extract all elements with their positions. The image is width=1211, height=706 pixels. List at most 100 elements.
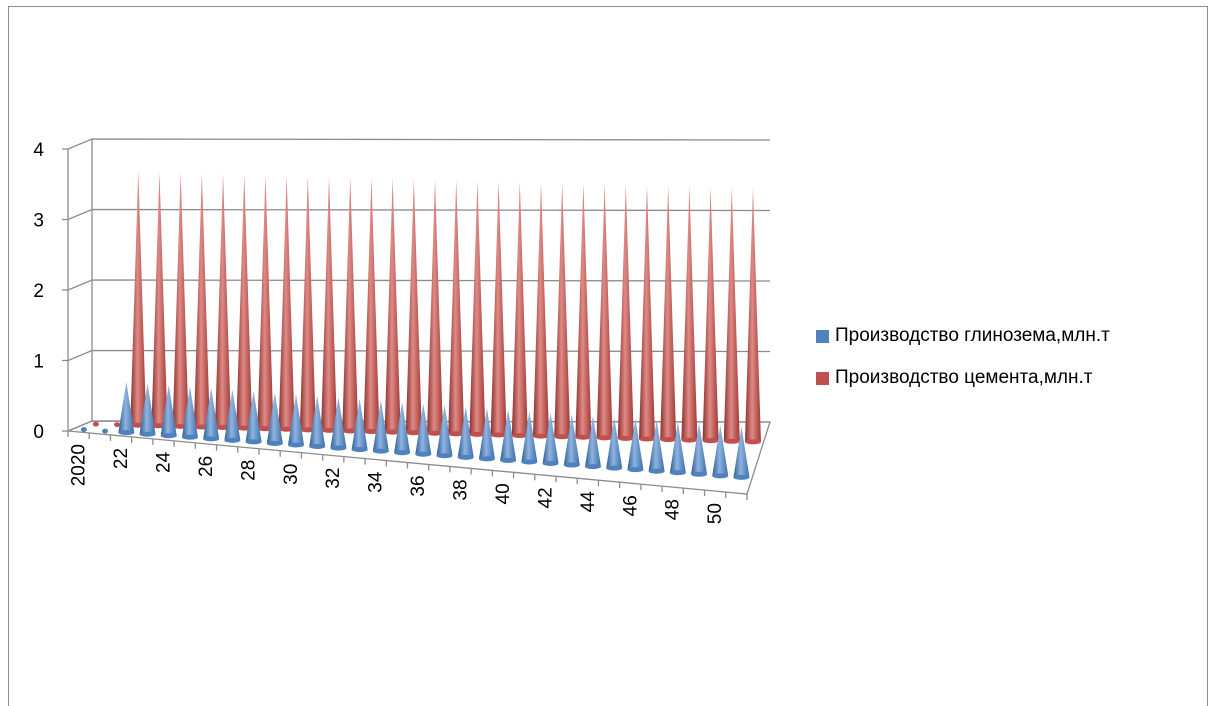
cone-base <box>596 435 613 441</box>
cone-base <box>469 431 486 437</box>
cone-alumina <box>436 405 453 459</box>
cone-alumina <box>288 394 305 448</box>
cone-body <box>215 173 232 428</box>
cone-body <box>151 172 168 426</box>
cone-body <box>203 388 220 439</box>
cone-alumina <box>181 386 198 440</box>
cone-alumina <box>330 397 347 451</box>
cone-body <box>278 175 295 430</box>
gridline <box>67 279 771 291</box>
cone-cement <box>342 177 359 434</box>
y-tick-label: 0 <box>33 422 44 443</box>
cone-alumina <box>394 401 411 456</box>
cone-cement <box>596 184 613 441</box>
cone-body <box>554 182 571 437</box>
legend-swatch-alumina <box>816 329 829 343</box>
cone-body <box>596 184 613 438</box>
cone-body <box>638 185 655 440</box>
y-axis-ticks: 0 1 2 3 4 <box>33 140 44 443</box>
cone-base <box>648 468 665 474</box>
cone-body <box>405 178 422 433</box>
cone-alumina <box>224 389 241 443</box>
cone-cement <box>723 187 740 444</box>
cone-base <box>405 430 422 436</box>
cone-body <box>457 406 474 458</box>
cone-body <box>669 422 686 473</box>
cone-alumina <box>712 425 729 479</box>
cone-base <box>102 428 109 434</box>
cone-cement <box>92 421 99 427</box>
cone-alumina <box>500 409 517 463</box>
cone-base <box>532 433 549 439</box>
cone-base <box>490 432 507 438</box>
cone-base <box>660 437 677 443</box>
cone-cement <box>702 186 719 444</box>
cone-cement <box>151 172 168 429</box>
cone-alumina <box>563 414 580 468</box>
cone-body <box>309 395 326 447</box>
cone-base <box>139 431 156 437</box>
cone-body <box>384 178 401 433</box>
cone-body <box>160 384 177 436</box>
cone-base <box>554 434 571 440</box>
cone-cement <box>511 181 528 439</box>
cone-cement <box>617 184 634 441</box>
cone-base <box>712 473 729 479</box>
legend: Производство глинозема,млн.т Производств… <box>816 323 1110 407</box>
x-tick-label: 38 <box>451 479 472 500</box>
cone-alumina <box>309 395 326 450</box>
cone-body <box>712 425 729 476</box>
cone-body <box>521 411 538 462</box>
cone-body <box>469 180 486 435</box>
cone-base <box>733 474 750 480</box>
cone-base <box>702 438 719 444</box>
cone-body <box>500 409 517 461</box>
x-tick-label: 44 <box>578 491 599 513</box>
cone-alumina <box>648 420 665 474</box>
cone-base <box>363 429 380 435</box>
cone-cement <box>363 177 380 435</box>
cone-body <box>372 400 389 452</box>
cone-body <box>172 172 189 427</box>
cone-cement <box>384 178 401 435</box>
cone-cement <box>278 175 295 432</box>
cone-body <box>257 174 274 429</box>
cone-alumina <box>351 398 368 453</box>
cone-body <box>181 386 198 438</box>
cone-alumina <box>478 408 495 462</box>
cone-body <box>193 173 210 427</box>
cone-base <box>415 451 432 457</box>
cone-body <box>415 403 432 455</box>
cone-alumina <box>266 392 283 446</box>
cone-alumina <box>542 412 559 467</box>
cone-cement <box>427 179 444 436</box>
cone-body <box>532 182 549 437</box>
cone-cement <box>448 180 465 437</box>
cone-alumina <box>691 423 708 477</box>
cone-cement <box>172 172 189 429</box>
cone-body <box>478 408 495 459</box>
cone-base <box>744 439 761 445</box>
cone-cement <box>114 422 121 428</box>
legend-swatch-cement <box>816 371 829 385</box>
cone-base <box>669 470 686 476</box>
cone-body <box>351 398 368 450</box>
y-tick-label: 3 <box>33 211 44 232</box>
x-axis-ticks: 2020 22 24 26 28 30 32 34 36 38 40 42 44 46 48 50 <box>67 431 748 524</box>
x-tick-label: 40 <box>493 483 514 504</box>
cone-base <box>575 434 592 440</box>
cone-alumina <box>669 422 686 476</box>
cone-alumina <box>521 411 538 465</box>
cone-body <box>660 185 677 440</box>
cone-cement <box>469 180 486 437</box>
cone-base <box>584 464 601 470</box>
cone-cement <box>744 188 761 445</box>
cone-body <box>436 405 453 456</box>
cone-base <box>681 437 698 443</box>
cone-body <box>606 417 623 469</box>
cone-base <box>563 462 580 468</box>
cone-body <box>563 414 580 466</box>
chart-area <box>8 6 1208 706</box>
cone-base <box>224 437 241 443</box>
cone-base <box>80 427 87 433</box>
